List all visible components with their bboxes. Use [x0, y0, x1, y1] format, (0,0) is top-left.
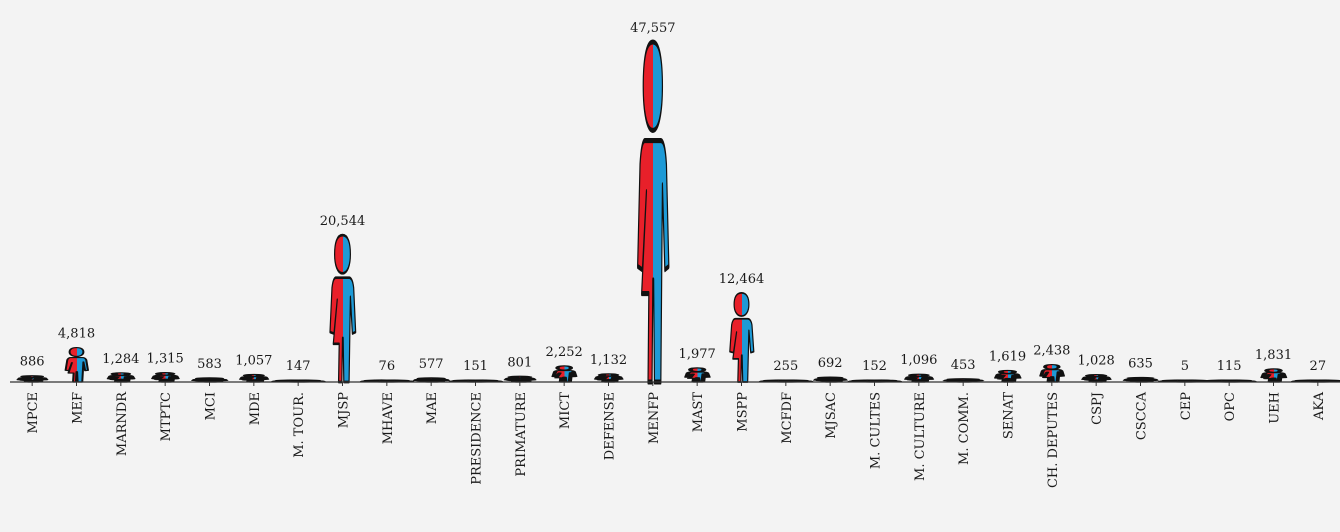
data-label: 2,438	[1033, 344, 1070, 359]
person-bar-mark	[238, 373, 270, 383]
tick-label: M. CULTES	[869, 392, 884, 469]
tick-label: DEFENSE	[603, 392, 618, 460]
person-bar-mark	[942, 378, 985, 383]
person-bar-mark	[106, 372, 136, 383]
person-bar-mark	[16, 375, 49, 383]
data-label: 2,252	[546, 345, 583, 360]
tick-label: MSPP	[736, 392, 751, 432]
data-label: 1,057	[235, 353, 272, 368]
data-label: 577	[419, 357, 444, 372]
data-label: 453	[951, 358, 976, 373]
data-label: 5	[1181, 359, 1189, 374]
data-label: 692	[818, 356, 843, 371]
tick-label: MAST	[691, 392, 706, 433]
data-label: 27	[1310, 359, 1327, 374]
person-bar-mark	[329, 233, 357, 384]
tick-label: MCFDF	[780, 392, 795, 444]
data-label: 151	[463, 359, 488, 374]
tick-label: OPC	[1223, 392, 1238, 421]
person-bar-mark	[812, 376, 848, 383]
tick-label: MENFP	[647, 392, 662, 444]
data-label: 1,028	[1078, 354, 1115, 369]
person-bar-mark	[684, 367, 711, 383]
tick-label: MICT	[558, 392, 573, 429]
data-label: 1,096	[900, 353, 937, 368]
data-label: 886	[20, 355, 45, 370]
tick-label: MPCE	[26, 392, 41, 434]
tick-label: PRESIDENCE	[470, 392, 485, 485]
data-label: 1,315	[147, 352, 184, 367]
data-label: 1,977	[679, 347, 716, 362]
data-label: 255	[773, 359, 798, 374]
tick-label: PRIMATURE	[514, 392, 529, 477]
data-label: 147	[286, 359, 311, 374]
person-bar-mark	[1260, 368, 1288, 383]
tick-label: MDE	[248, 392, 263, 425]
person-bar-mark	[64, 346, 90, 383]
data-label: 4,818	[58, 327, 95, 342]
tick-label: MTPTC	[159, 392, 174, 441]
data-label: 635	[1128, 356, 1153, 371]
person-bar-mark	[191, 377, 229, 383]
tick-label: CSPJ	[1090, 392, 1105, 425]
data-label: 20,544	[320, 214, 366, 229]
data-label: 47,557	[630, 21, 676, 36]
person-bar-mark	[593, 373, 624, 383]
data-label: 1,284	[102, 352, 139, 367]
person-bar-mark	[904, 373, 935, 383]
person-bar-mark	[637, 39, 670, 385]
tick-label: MHAVE	[381, 392, 396, 444]
tick-label: M. COMM.	[957, 392, 972, 465]
person-bar-mark	[993, 369, 1022, 383]
data-label: 76	[379, 359, 396, 374]
tick-label: AKA	[1312, 391, 1327, 421]
data-label: 1,132	[590, 353, 627, 368]
person-bar-mark	[1122, 376, 1159, 383]
person-bar-mark	[412, 377, 451, 383]
tick-label: MJSP	[337, 392, 352, 428]
tick-label: MARNDR	[115, 391, 130, 456]
data-label: 152	[862, 359, 887, 374]
person-bar-mark	[151, 371, 180, 383]
data-label: 801	[507, 355, 532, 370]
person-bar-mark	[729, 292, 755, 383]
data-label: 12,464	[719, 272, 765, 287]
tick-label: CH. DEPUTES	[1046, 392, 1061, 488]
chart-marks: 886 4,818 1,284 1,315 583 1,057 147 20,544 76 577…	[16, 21, 1340, 385]
tick-label: MEF	[71, 392, 86, 424]
data-label: 583	[197, 357, 222, 372]
tick-label: SENAT	[1002, 392, 1017, 439]
tick-label: M. TOUR.	[292, 392, 307, 458]
tick-label: CEP	[1179, 392, 1194, 420]
tick-label: UEH	[1268, 392, 1283, 424]
data-label: 115	[1217, 359, 1242, 374]
tick-label: MJSAC	[824, 392, 839, 439]
person-bar-mark	[551, 365, 578, 383]
tick-label: MAE	[425, 392, 440, 424]
person-bar-mark	[1039, 363, 1066, 383]
data-label: 1,619	[989, 349, 1026, 364]
person-bar-mark	[1081, 374, 1112, 383]
tick-label: M. CULTURE	[913, 392, 928, 481]
tick-label: MCI	[204, 392, 219, 420]
tick-label: CSCCA	[1135, 391, 1150, 440]
person-bar-mark	[503, 375, 537, 383]
data-label: 1,831	[1255, 348, 1292, 363]
x-axis: MPCE MEF MARNDR MTPTC MCI MDE M. TOUR. MJSP MHAV…	[10, 381, 1340, 488]
